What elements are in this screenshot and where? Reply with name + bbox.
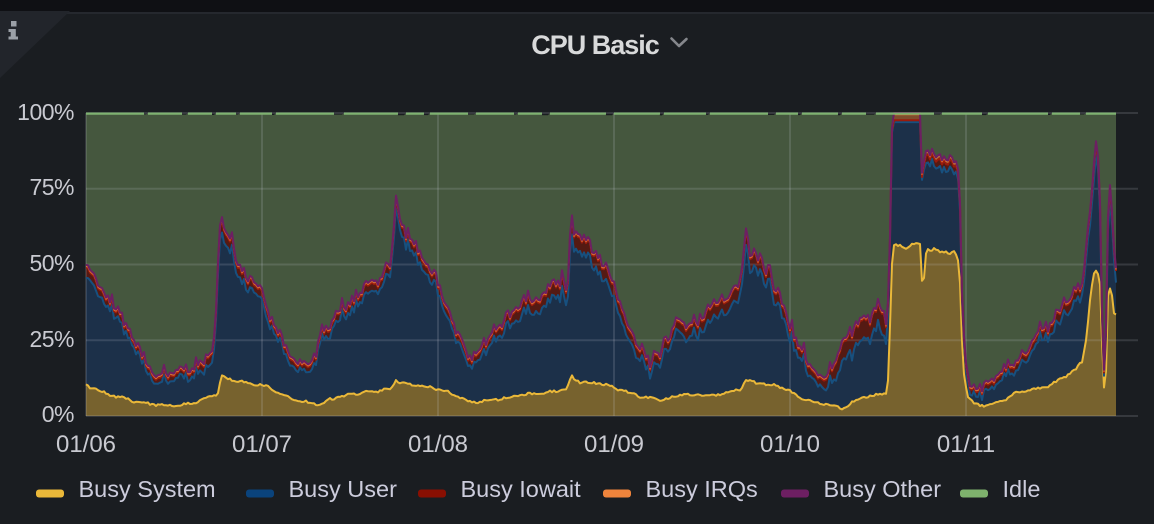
svg-text:01/11: 01/11 xyxy=(937,431,995,458)
svg-text:Busy IRQs: Busy IRQs xyxy=(646,476,758,502)
svg-text:Busy Other: Busy Other xyxy=(824,476,942,502)
svg-text:100%: 100% xyxy=(17,99,74,125)
svg-text:Idle: Idle xyxy=(1003,476,1041,502)
svg-text:01/09: 01/09 xyxy=(584,431,644,458)
svg-text:25%: 25% xyxy=(29,326,74,352)
svg-text:0%: 0% xyxy=(42,401,74,427)
svg-text:01/08: 01/08 xyxy=(408,431,468,458)
svg-text:01/07: 01/07 xyxy=(232,431,292,458)
svg-text:Busy System: Busy System xyxy=(79,476,216,502)
svg-text:75%: 75% xyxy=(29,174,74,200)
svg-text:01/06: 01/06 xyxy=(56,431,116,458)
svg-text:Busy Iowait: Busy Iowait xyxy=(461,476,582,502)
svg-text:01/10: 01/10 xyxy=(760,431,820,458)
svg-text:50%: 50% xyxy=(29,250,74,276)
svg-text:CPU Basic: CPU Basic xyxy=(531,30,660,60)
svg-text:Busy User: Busy User xyxy=(289,476,398,502)
